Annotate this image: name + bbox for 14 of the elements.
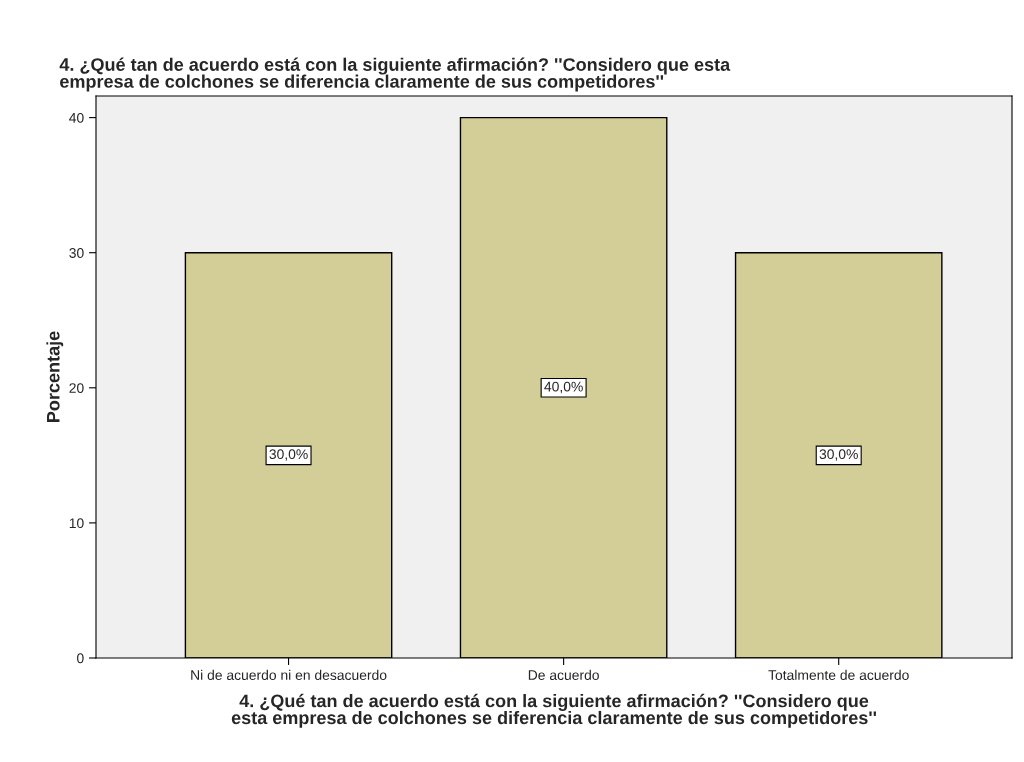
y-tick-label: 10 [69, 518, 84, 529]
data-label: 40,0% [544, 381, 583, 394]
y-tick-label: 30 [69, 248, 84, 258]
data-label: 30,0% [269, 449, 308, 461]
x-tick-label: Ni de acuerdo ni en desacuerdo [191, 669, 387, 681]
data-label: 30,0% [819, 449, 858, 461]
x-axis-title: 4. ¿Qué tan de acuerdo está con la siguiente afirmación? ''Considero que esta empresa de colchones se diferencia claramente de sus competidores'' [231, 693, 876, 728]
y-tick-label: 0 [77, 653, 84, 664]
y-tick-label: 40 [69, 112, 84, 123]
y-axis-title: Porcentaje [46, 331, 64, 422]
y-tick-label: 20 [69, 383, 84, 393]
x-tick-label: De acuerdo [528, 669, 599, 681]
x-tick-label: Totalmente de acuerdo [768, 669, 909, 681]
chart-title: 4. ¿Qué tan de acuerdo está con la siguiente afirmación? ''Considero que esta empresa de colchones se diferencia claramente de sus competidores'' [59, 57, 731, 92]
